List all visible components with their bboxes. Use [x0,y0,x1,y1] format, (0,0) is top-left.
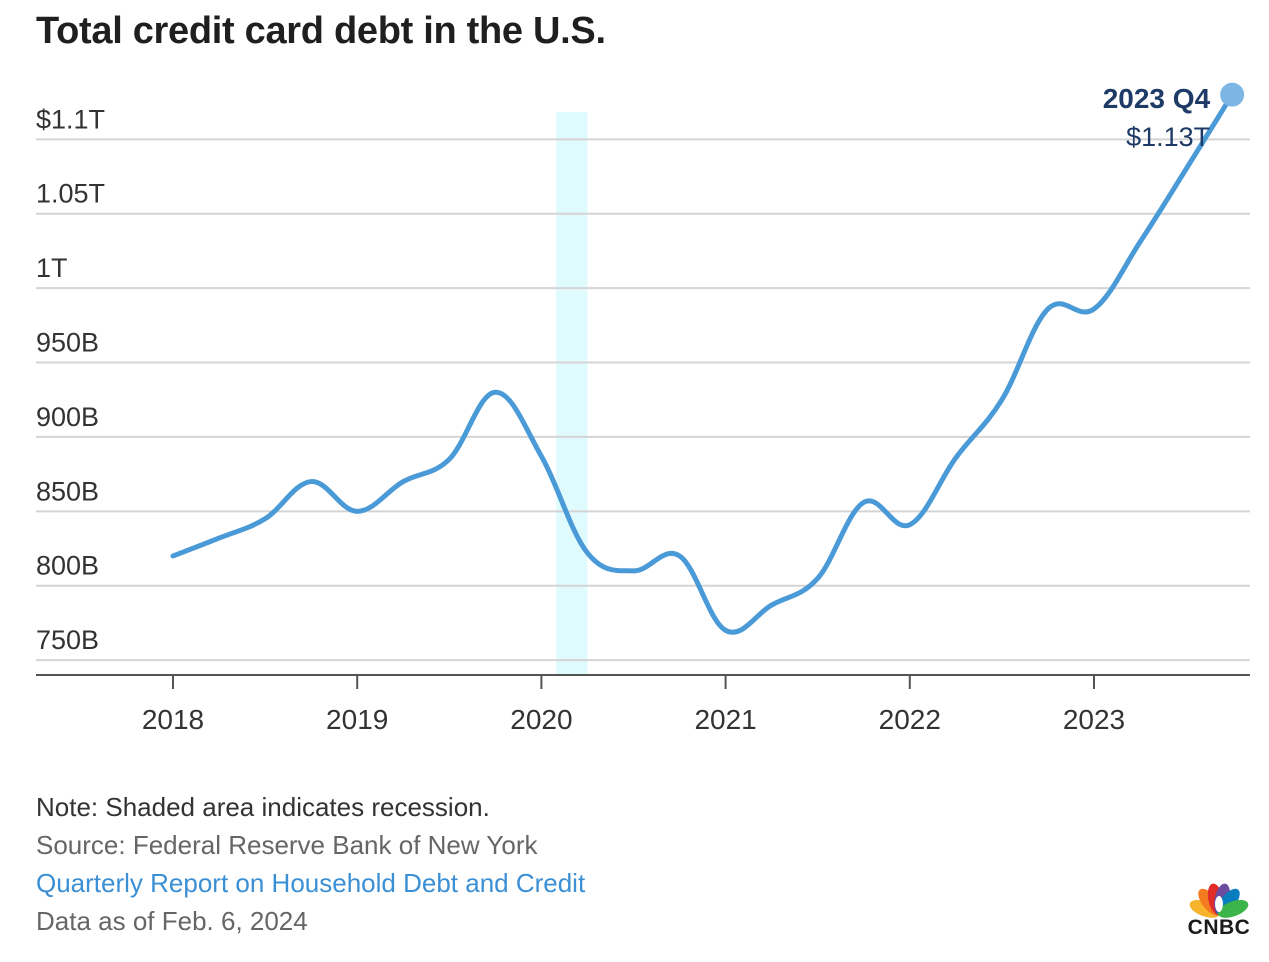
peacock-icon [1189,883,1249,918]
recession-shading-layer [556,112,588,675]
x-tick-label: 2019 [326,704,388,735]
x-tick-label: 2022 [879,704,941,735]
peacock-feather [1217,899,1249,918]
chart-title: Total credit card debt in the U.S. [36,10,606,52]
y-tick-label: 1T [36,253,68,283]
annotation-layer: 2023 Q4 $1.13T [1103,83,1211,152]
report-link[interactable]: Quarterly Report on Household Debt and C… [36,868,586,898]
series-layer [170,82,1245,635]
x-tick-label: 2020 [510,704,572,735]
y-tick-label: 800B [36,551,99,581]
y-tick-label: 850B [36,476,99,506]
endpoint-marker [1220,82,1245,107]
annotation-period: 2023 Q4 [1103,83,1211,114]
data-as-of-text: Data as of Feb. 6, 2024 [36,906,308,936]
gridlines [36,138,1250,662]
x-tick-label: 2023 [1063,704,1125,735]
cnbc-logo: CNBC [1178,872,1260,942]
recession-band [556,112,588,675]
source-text: Source: Federal Reserve Bank of New York [36,830,538,860]
series-line [170,92,1235,635]
y-tick-label: 900B [36,402,99,432]
y-tick-label: 1.05T [36,179,105,209]
cnbc-logo-text: CNBC [1187,916,1251,939]
peacock-body [1215,896,1223,912]
x-tick-label: 2021 [694,704,756,735]
annotation-value: $1.13T [1126,122,1210,152]
x-axis: 2018 2019 2020 2021 2022 2023 [36,674,1250,735]
x-tick-label: 2018 [142,704,204,735]
note-text: Note: Shaded area indicates recession. [36,792,490,822]
chart-footer: Note: Shaded area indicates recession. S… [36,788,585,940]
y-tick-label: 750B [36,625,99,655]
y-axis-labels: 750B 800B 850B 900B 950B 1T 1.05T $1.1T [36,104,105,655]
y-tick-label: 950B [36,328,99,358]
y-tick-label: $1.1T [36,104,105,134]
